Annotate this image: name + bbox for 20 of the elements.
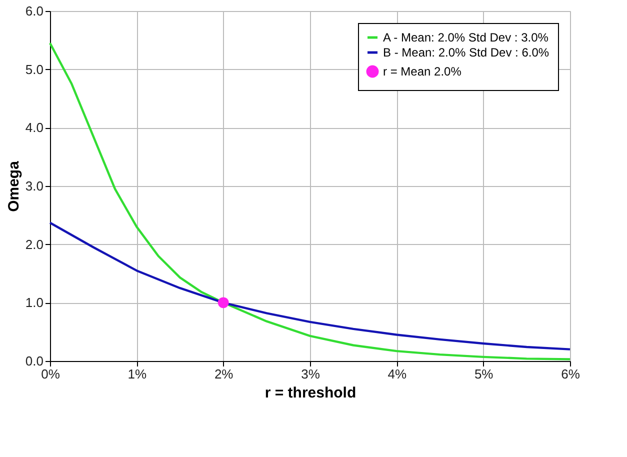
y-tick-label: 2.0 [25, 236, 44, 252]
y-tick-label: 5.0 [25, 62, 44, 77]
x-tick-label: 2% [214, 366, 234, 382]
x-tick-label: 0% [41, 366, 60, 382]
x-tick-label: 6% [561, 366, 580, 382]
legend-label: B - Mean: 2.0% Std Dev : 6.0% [383, 46, 550, 60]
y-tick-label: 1.0 [25, 295, 44, 310]
y-tick-label: 6.0 [25, 4, 44, 18]
x-tick-label: 1% [128, 366, 147, 382]
x-axis-title: r = threshold [264, 384, 356, 402]
y-tick-label: 3.0 [25, 178, 44, 194]
y-tick-label: 0.0 [25, 354, 44, 368]
x-tick-label: 3% [301, 366, 320, 382]
x-tick-label: 5% [474, 366, 494, 382]
legend-label: A - Mean: 2.0% Std Dev : 3.0% [383, 30, 549, 44]
y-tick-label: 4.0 [25, 120, 44, 136]
y-axis-title: Omega [5, 160, 22, 212]
legend-label: r = Mean 2.0% [383, 64, 462, 78]
x-tick-label: 4% [388, 366, 407, 382]
line-series [48, 222, 572, 350]
